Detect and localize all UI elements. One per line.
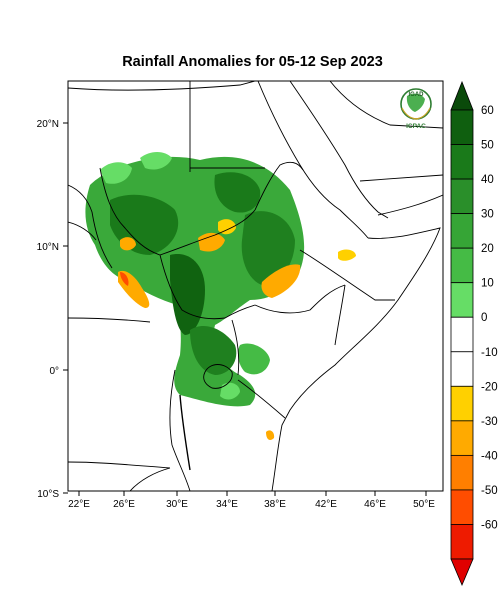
colorbar-cell: [450, 524, 474, 560]
wet-core-3: [214, 172, 261, 213]
lat-label-10n: 10°N: [37, 242, 59, 253]
colorbar-label: 60: [481, 105, 494, 117]
colorbar-label: -60: [481, 519, 498, 531]
wa-dry-patch: [120, 237, 136, 251]
tanzania-dry-patch: [266, 430, 275, 440]
colorbar-cell: [450, 178, 474, 215]
icpac-logo: IGAD ICPAC: [400, 88, 432, 130]
colorbar-cell: [450, 454, 474, 491]
colorbar-cell: [450, 420, 474, 456]
colorbar-label: -10: [481, 347, 498, 359]
somalia-dry-patch: [338, 249, 356, 261]
logo-text-igad: IGAD: [409, 92, 425, 98]
colorbar-labels: 60 50 40 30 20 10 0 -10 -20 -30 -40 -50 -60: [481, 105, 498, 531]
lon-label-34: 34°E: [216, 499, 238, 510]
colorbar-cell: [450, 351, 474, 387]
lon-label-30: 30°E: [166, 499, 188, 510]
africa-map-icon: [406, 93, 425, 112]
colorbar-label: -30: [481, 416, 498, 428]
lon-label-38: 38°E: [264, 499, 286, 510]
wet-patch-north-2: [140, 152, 172, 170]
lon-label-42: 42°E: [315, 499, 337, 510]
colorbar-label: 50: [481, 140, 494, 152]
negative-anomaly-areas: [118, 219, 356, 440]
lon-label-22: 22°E: [68, 499, 90, 510]
lat-label-20n: 20°N: [37, 119, 59, 130]
wet-patch-north-1: [100, 162, 132, 184]
lon-label-46: 46°E: [364, 499, 386, 510]
colorbar-cell: [450, 385, 474, 422]
lat-label-10s: 10°S: [37, 489, 59, 500]
colorbar-label: 10: [481, 278, 494, 290]
colorbar-bottom-arrow: [450, 558, 474, 587]
ethiopia-dry-patch: [261, 264, 301, 298]
colorbar-label: 0: [481, 312, 487, 324]
colorbar-cells: [450, 109, 474, 560]
colorbar-label: 30: [481, 209, 494, 221]
colorbar-cell: [450, 247, 474, 284]
positive-anomaly-areas: [85, 152, 305, 407]
lat-label-0: 0°: [49, 366, 59, 377]
sudan-dry-patch-2: [218, 219, 236, 235]
map-title: Rainfall Anomalies for 05-12 Sep 2023: [122, 54, 383, 70]
colorbar-cell: [450, 109, 474, 145]
colorbar-legend: 60 50 40 30 20 10 0 -10 -20 -30 -40 -50 -60: [450, 80, 498, 587]
wet-core-2: [170, 254, 205, 335]
colorbar-cell: [450, 282, 474, 318]
country-borders: [68, 81, 443, 491]
colorbar-cell: [450, 213, 474, 249]
axis-ticks: [63, 122, 427, 496]
lon-label-26: 26°E: [113, 499, 135, 510]
colorbar-label: 40: [481, 174, 494, 186]
colorbar-cell: [450, 489, 474, 525]
wet-patch-south: [220, 382, 240, 400]
colorbar-top-arrow: [450, 80, 474, 111]
kenya-wet-patch: [237, 343, 270, 375]
logo-text-icpac: ICPAC: [406, 123, 426, 130]
lon-label-50: 50°E: [413, 499, 435, 510]
coastal-dry-core: [120, 272, 129, 286]
colorbar-label: -20: [481, 381, 498, 393]
ethiopia-wet-region: [241, 211, 295, 285]
lake-victoria-wet-region: [190, 325, 237, 375]
latitude-labels: 20°N 10°N 0° 10°S: [37, 119, 60, 500]
colorbar-label: -50: [481, 485, 498, 497]
longitude-labels: 22°E 26°E 30°E 34°E 38°E 42°E 46°E 50°E: [68, 499, 435, 510]
colorbar-label: 20: [481, 243, 494, 255]
colorbar-label: -40: [481, 450, 498, 462]
colorbar-cell: [450, 144, 474, 180]
sudan-dry-patch-1: [198, 232, 225, 252]
colorbar-cell: [450, 316, 474, 353]
